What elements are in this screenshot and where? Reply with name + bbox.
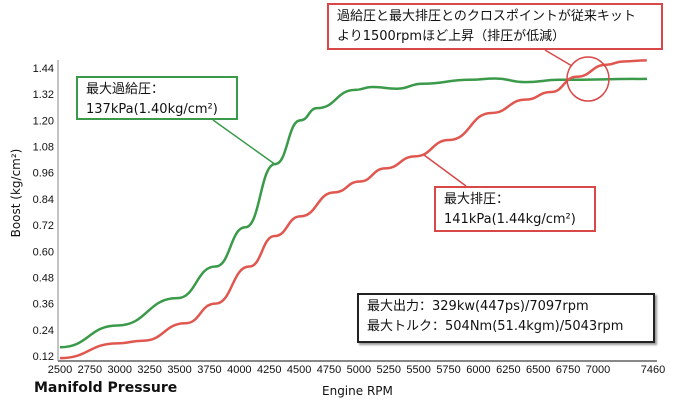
boost-annotation-line: 137kPa(1.40kg/cm²) (86, 102, 218, 117)
crossover-annotation: 過給圧と最大排圧とのクロスポイントが従来キット より1500rpmほど上昇（排圧… (327, 3, 663, 50)
x-tick-label: 6000 (466, 364, 490, 376)
y-tick-label: 0.48 (33, 272, 54, 284)
y-tick-label: 0.84 (33, 194, 54, 206)
x-tick-label: 3250 (137, 364, 161, 376)
y-tick-label: 1.08 (33, 142, 54, 154)
x-tick-label: 3750 (197, 364, 221, 376)
y-tick-label: 0.12 (33, 351, 54, 363)
y-tick-label: 0.24 (33, 325, 54, 337)
x-tick-label: 4000 (227, 364, 251, 376)
spec-torque: 最大トルク：504Nm(51.4kgm)/5043rpm (367, 319, 624, 334)
boost-leader-line (212, 119, 277, 166)
chart-title: Manifold Pressure (34, 380, 178, 396)
x-tick-label: 4750 (317, 364, 341, 376)
crossover-annotation-line: 過給圧と最大排圧とのクロスポイントが従来キット (337, 9, 636, 24)
x-tick-label: 3000 (108, 364, 132, 376)
x-tick-label: 6250 (496, 364, 520, 376)
x-tick-label: 5250 (377, 364, 401, 376)
y-tick-label: 0.72 (33, 220, 54, 232)
spec-power: 最大出力：329kw(447ps)/7097rpm (367, 299, 589, 314)
spec-box: 最大出力：329kw(447ps)/7097rpm 最大トルク：504Nm(51… (357, 293, 655, 343)
x-tick-label: 3500 (167, 364, 191, 376)
crossover-leader-line (544, 49, 573, 67)
x-axis-label: Engine RPM (322, 384, 393, 398)
y-tick-label: 1.20 (33, 115, 54, 127)
boost-annotation: 最大過給圧： 137kPa(1.40kg/cm²) (76, 76, 238, 120)
x-tick-label: 4500 (287, 364, 311, 376)
x-tick-label: 6500 (526, 364, 550, 376)
y-tick-label: 0.60 (33, 246, 54, 258)
x-tick-label: 7460 (641, 364, 665, 376)
y-tick-label: 0.36 (33, 299, 54, 311)
exhaust-annotation: 最大排圧： 141kPa(1.44kg/cm²) (434, 186, 596, 232)
y-tick-label: 1.44 (33, 63, 54, 75)
boost-line (59, 77, 648, 349)
exhaust-line (59, 59, 647, 360)
x-tick-label: 5000 (347, 364, 371, 376)
crossover-circle (566, 56, 610, 102)
x-tick-label: 4250 (257, 364, 281, 376)
exhaust-annotation-line: 最大排圧： (444, 192, 510, 207)
y-tick-label: 1.32 (33, 89, 54, 101)
x-tick-label: 2750 (78, 364, 102, 376)
x-tick-label: 7000 (586, 364, 610, 376)
y-axis-label: Boost (kg/cm²) (9, 148, 23, 238)
x-tick-label: 5750 (436, 364, 460, 376)
x-tick-label: 2500 (48, 364, 72, 376)
crossover-annotation-line: より1500rpmほど上昇（排圧が低減） (337, 29, 566, 44)
exhaust-annotation-line: 141kPa(1.44kg/cm²) (444, 212, 576, 227)
boost-annotation-line: 最大過給圧： (86, 82, 165, 97)
x-tick-label: 6750 (556, 364, 580, 376)
y-tick-label: 0.96 (33, 168, 54, 180)
exhaust-leader-line (423, 154, 467, 187)
x-tick-label: 5500 (406, 364, 430, 376)
